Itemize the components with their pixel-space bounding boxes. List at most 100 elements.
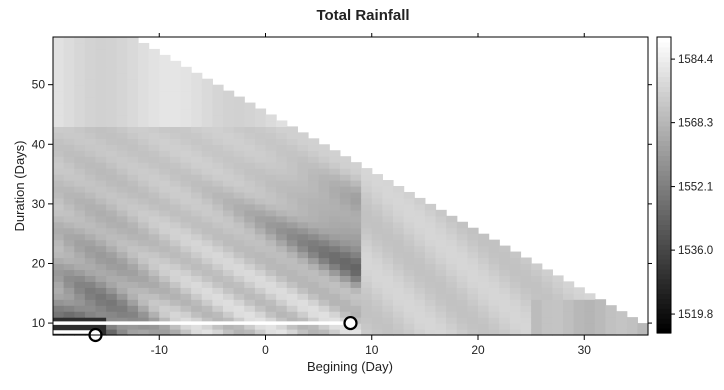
heatmap-cell [254, 287, 267, 294]
heatmap-cell [127, 162, 139, 169]
heatmap-cell [361, 180, 373, 187]
heatmap-cell [265, 281, 277, 288]
heatmap-cell [329, 233, 341, 241]
heatmap-cell [329, 215, 341, 223]
heatmap-cell [233, 281, 245, 288]
heatmap-cell [95, 263, 107, 271]
heatmap-cell [138, 42, 150, 50]
heatmap-cell [499, 281, 511, 288]
heatmap-cell [74, 227, 86, 235]
heatmap-cell [382, 281, 394, 288]
heatmap-cell [414, 329, 426, 336]
heatmap-cell [223, 215, 235, 223]
heatmap-cell [191, 287, 203, 294]
heatmap-cell [159, 269, 171, 276]
heatmap-cell [297, 132, 309, 139]
heatmap-cell [361, 233, 373, 241]
chart-title: Total Rainfall [316, 7, 409, 24]
heatmap-cell [159, 54, 171, 62]
colorbar-step [657, 120, 671, 127]
heatmap-cell [286, 227, 298, 235]
heatmap-cell [424, 209, 437, 217]
heatmap-cell [350, 263, 362, 271]
colorbar-tick-label: 1536.0 [678, 245, 713, 257]
heatmap-cell [84, 191, 97, 199]
colorbar-tick-label: 1519.8 [678, 309, 713, 321]
heatmap-cell [180, 102, 192, 110]
heatmap-cell [297, 144, 309, 151]
heatmap-cell [297, 156, 309, 163]
heatmap-cell [339, 329, 352, 336]
heatmap-cell [223, 233, 235, 241]
heatmap-cell [403, 329, 415, 336]
heatmap-cell [84, 84, 97, 92]
heatmap-cell [488, 239, 500, 247]
heatmap-cell [233, 323, 245, 330]
heatmap-cell [84, 227, 97, 235]
heatmap-cell [233, 275, 245, 282]
heatmap-cell [265, 180, 277, 187]
heatmap-cell [509, 317, 522, 324]
heatmap-cell [254, 150, 267, 157]
heatmap-cell [552, 329, 564, 336]
heatmap-cell [53, 186, 65, 193]
heatmap-cell [371, 317, 383, 324]
heatmap-cell [276, 257, 288, 265]
heatmap-cell [84, 90, 97, 98]
heatmap-cell [95, 281, 107, 288]
heatmap-cell [393, 269, 405, 276]
heatmap-cell [286, 221, 298, 229]
heatmap-cell [499, 317, 511, 324]
heatmap-cell [563, 323, 575, 330]
heatmap-cell [212, 191, 224, 199]
heatmap-cell [159, 114, 171, 122]
heatmap-cell [159, 144, 171, 151]
heatmap-cell [233, 174, 245, 181]
heatmap-cell [191, 168, 203, 175]
heatmap-cell [552, 311, 564, 318]
heatmap-cell [84, 66, 97, 74]
heatmap-cell [212, 221, 224, 229]
heatmap-cell [297, 281, 309, 288]
heatmap-cell [531, 323, 543, 330]
heatmap-cell [297, 263, 309, 271]
heatmap-cell [329, 251, 341, 259]
heatmap-cell [467, 263, 479, 271]
heatmap-cell [329, 305, 341, 312]
heatmap-cell [74, 72, 86, 80]
heatmap-cell [254, 293, 267, 300]
heatmap-cell [148, 245, 160, 253]
heatmap-cell [148, 191, 160, 199]
heatmap-cell [84, 54, 97, 62]
heatmap-cell [329, 156, 341, 163]
heatmap-cell [63, 317, 75, 324]
heatmap-cell [127, 305, 139, 312]
heatmap-cell [180, 281, 192, 288]
heatmap-cell [265, 162, 277, 169]
heatmap-cell [74, 150, 86, 157]
heatmap-cell [159, 72, 171, 80]
heatmap-cell [223, 221, 235, 229]
heatmap-cell [95, 90, 107, 98]
heatmap-cell [435, 287, 447, 294]
heatmap-cell [63, 42, 75, 50]
heatmap-cell [116, 108, 128, 116]
heatmap-cell [180, 239, 192, 247]
heatmap-cell [138, 144, 150, 151]
heatmap-cell [95, 156, 107, 163]
heatmap-cell [74, 48, 86, 56]
heatmap-cell [106, 90, 118, 98]
heatmap-cell [84, 60, 97, 68]
heatmap-cell [116, 305, 128, 312]
colorbar-step [657, 313, 671, 319]
heatmap-cell [63, 269, 75, 276]
heatmap-cell [626, 323, 638, 330]
heatmap-cell [509, 293, 522, 300]
heatmap-cell [138, 114, 150, 122]
heatmap-cell [233, 96, 245, 104]
heatmap-cell [329, 209, 341, 217]
heatmap-cell [456, 323, 468, 330]
heatmap-cell [265, 227, 277, 235]
heatmap-cell [276, 126, 288, 133]
